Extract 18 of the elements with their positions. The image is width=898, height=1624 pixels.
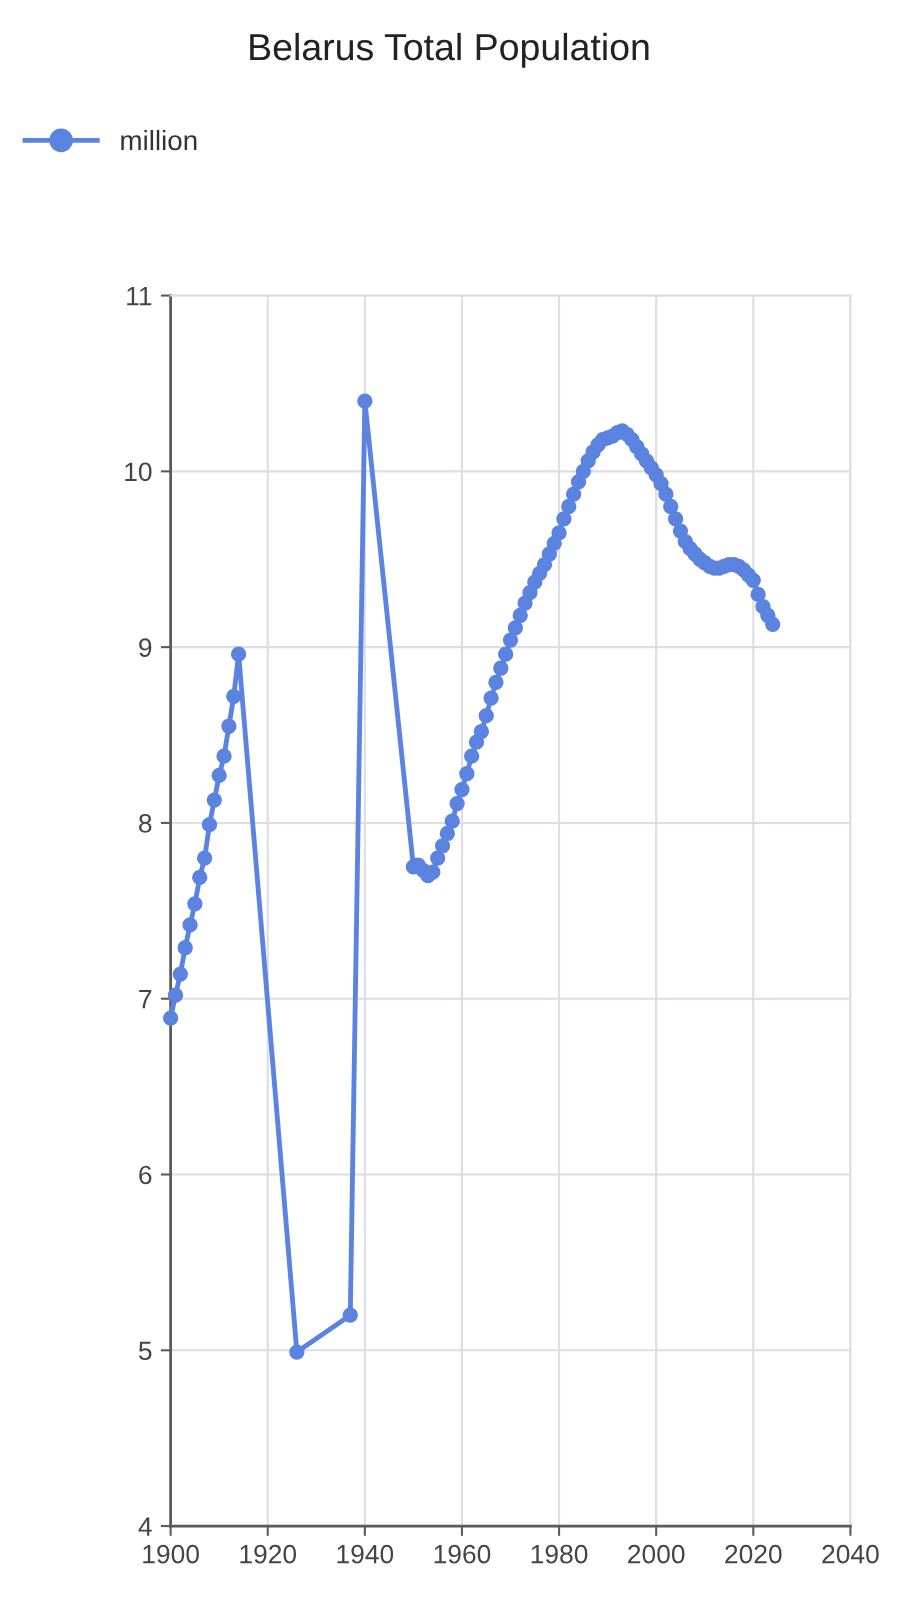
x-tick-label: 2000 xyxy=(628,1544,685,1564)
x-tick-label: 1940 xyxy=(337,1544,394,1564)
y-tick-label: 10 xyxy=(125,462,152,482)
y-tick-label: 11 xyxy=(127,286,152,306)
x-tick-label: 1960 xyxy=(434,1544,491,1564)
x-tick-label: 1920 xyxy=(240,1544,297,1564)
x-tick-label: 1980 xyxy=(531,1544,588,1564)
y-tick-label: 5 xyxy=(138,1341,152,1361)
x-tick-label: 2040 xyxy=(822,1544,879,1564)
y-tick-label: 8 xyxy=(139,814,152,833)
y-tick-label: 7 xyxy=(139,990,152,1009)
y-tick-label: 4 xyxy=(138,1517,152,1536)
x-tick-label: 2020 xyxy=(725,1544,782,1564)
chart-title: Belarus Total Population xyxy=(250,32,649,68)
legend-label: million xyxy=(121,129,197,151)
y-tick-label: 6 xyxy=(139,1165,152,1185)
x-tick-label: 1900 xyxy=(143,1544,199,1564)
y-tick-label: 9 xyxy=(139,638,152,657)
